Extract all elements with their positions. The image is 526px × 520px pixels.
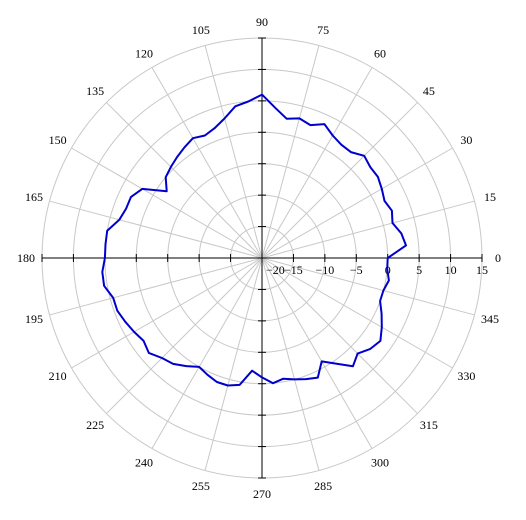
- grid-spoke: [261, 102, 418, 259]
- grid-spoke: [261, 200, 475, 259]
- grid-spoke: [151, 67, 263, 259]
- grid-spoke: [261, 257, 453, 369]
- angle-tick-label: 180: [17, 251, 35, 265]
- angle-tick-label: 195: [25, 312, 43, 326]
- angle-tick-label: 90: [256, 15, 268, 29]
- grid-spoke: [261, 67, 373, 259]
- angle-tick-label: 315: [420, 418, 438, 432]
- grid-spoke: [261, 257, 373, 449]
- angle-tick-label: 15: [484, 190, 496, 204]
- grid-spoke: [261, 45, 320, 259]
- grid-spoke: [261, 257, 418, 414]
- angle-tick-label: 0: [495, 251, 501, 265]
- angle-tick-label: 345: [481, 312, 499, 326]
- grid-spoke: [261, 257, 320, 471]
- angle-tick-label: 255: [192, 479, 210, 493]
- angle-tick-label: 135: [86, 84, 104, 98]
- grid-spoke: [49, 200, 263, 259]
- angle-tick-label: 60: [374, 47, 386, 61]
- series-layer: [101, 93, 407, 387]
- radial-tick-label: 15: [476, 263, 488, 277]
- angle-tick-label: 150: [49, 133, 67, 147]
- radial-tick-label: −15: [284, 263, 303, 277]
- angle-tick-label: 165: [25, 190, 43, 204]
- angle-tick-label: 75: [317, 23, 329, 37]
- angle-tick-label: 285: [314, 479, 332, 493]
- radial-tick-label: 5: [416, 263, 422, 277]
- angle-tick-label: 45: [423, 84, 435, 98]
- radial-tick-label: −10: [315, 263, 334, 277]
- grid-spoke: [151, 257, 263, 449]
- grid-spoke: [261, 147, 453, 259]
- angle-tick-label: 270: [253, 487, 271, 501]
- angle-tick-label: 330: [457, 369, 475, 383]
- radial-tick-label: 10: [445, 263, 457, 277]
- grid-spoke: [204, 45, 263, 259]
- radial-tick-label: −5: [350, 263, 363, 277]
- angle-tick-label: 240: [135, 455, 153, 469]
- grid-spoke: [106, 102, 263, 259]
- angle-tick-label: 30: [460, 133, 472, 147]
- angle-tick-label: 120: [135, 47, 153, 61]
- grid-spoke: [49, 257, 263, 316]
- angle-tick-label: 225: [86, 418, 104, 432]
- grid-spoke: [261, 257, 475, 316]
- series-line: [101, 93, 407, 387]
- grid-spoke: [71, 257, 263, 369]
- angle-tick-label: 105: [192, 23, 210, 37]
- grid-spoke: [204, 257, 263, 471]
- radial-tick-label: −20: [266, 263, 285, 277]
- grid-spoke: [106, 257, 263, 414]
- angle-tick-label: 210: [49, 369, 67, 383]
- angle-tick-label: 300: [371, 455, 389, 469]
- axis-layer: [41, 37, 483, 479]
- grid-spoke: [71, 147, 263, 259]
